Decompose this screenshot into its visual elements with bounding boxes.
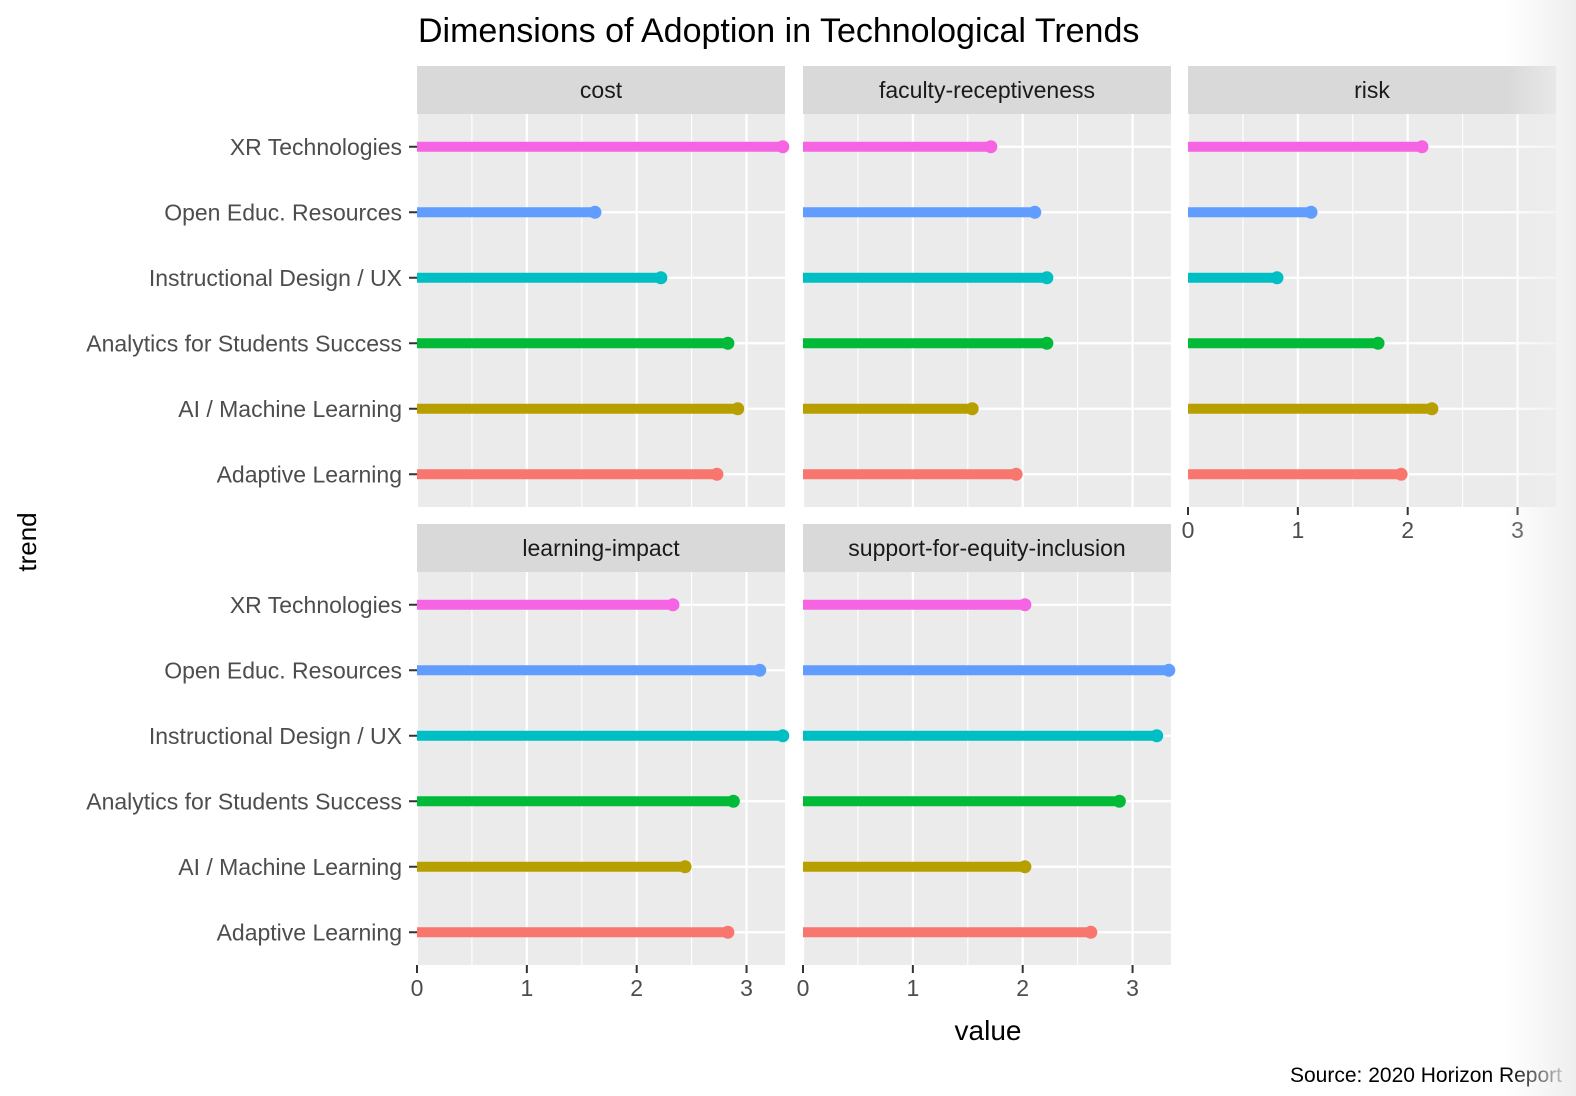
facet-strip	[1188, 66, 1556, 114]
chart-title: Dimensions of Adoption in Technological …	[418, 12, 1139, 50]
lollipop-point	[1162, 663, 1176, 677]
facet-strip-label: risk	[1354, 77, 1390, 103]
y-axis-title: trend	[12, 512, 42, 571]
chart-caption: Source: 2020 Horizon Report	[1290, 1064, 1562, 1087]
lollipop-point	[1009, 467, 1023, 481]
lollipop-point	[1150, 729, 1164, 743]
lollipop-point	[1040, 336, 1054, 350]
x-tick-label: 1	[906, 975, 919, 1001]
lollipop-point	[721, 925, 735, 939]
y-tick-label: Adaptive Learning	[217, 919, 402, 945]
x-tick-label: 2	[1401, 517, 1414, 543]
facet-panel-learning-impact: learning-impact Adaptive Learning AI / Mac…	[86, 524, 790, 1001]
lollipop-point	[1394, 467, 1408, 481]
facet-panels: cost Adaptive Learning AI / Machine Learni…	[86, 66, 1556, 1001]
y-tick-label: Analytics for Students Success	[86, 788, 402, 814]
y-tick-label: XR Technologies	[230, 592, 402, 618]
lollipop-point	[965, 402, 979, 416]
y-tick-label: Analytics for Students Success	[86, 330, 402, 356]
lollipop-point	[721, 336, 735, 350]
facet-panel-risk: risk0123	[1182, 66, 1556, 543]
y-tick-label: Instructional Design / UX	[149, 723, 402, 749]
lollipop-point	[776, 729, 790, 743]
x-tick-label: 3	[1126, 975, 1139, 1001]
facet-strip-label: support-for-equity-inclusion	[848, 535, 1125, 561]
facet-strip	[803, 524, 1171, 572]
facet-strip-label: faculty-receptiveness	[879, 77, 1095, 103]
lollipop-point	[726, 794, 740, 808]
x-tick-label: 1	[520, 975, 533, 1001]
lollipop-point	[776, 140, 790, 154]
y-tick-label: Instructional Design / UX	[149, 265, 402, 291]
facet-strip-label: learning-impact	[522, 535, 680, 561]
panel-background	[417, 114, 785, 507]
facet-strip	[417, 524, 785, 572]
x-tick-label: 0	[411, 975, 424, 1001]
lollipop-point	[1425, 402, 1439, 416]
lollipop-point	[710, 467, 724, 481]
lollipop-point	[654, 271, 668, 285]
panel-background	[1188, 114, 1556, 507]
lollipop-point	[1112, 794, 1126, 808]
y-tick-label: AI / Machine Learning	[178, 854, 402, 880]
lollipop-point	[1270, 271, 1284, 285]
panel-background	[803, 572, 1171, 965]
lollipop-point	[1371, 336, 1385, 350]
facet-panel-faculty-receptiveness: faculty-receptiveness	[801, 66, 1171, 507]
x-tick-label: 3	[740, 975, 753, 1001]
x-tick-label: 2	[630, 975, 643, 1001]
y-tick-label: Adaptive Learning	[217, 461, 402, 487]
lollipop-point	[1018, 860, 1032, 874]
lollipop-point	[1415, 140, 1429, 154]
panel-background	[803, 114, 1171, 507]
lollipop-point	[1040, 271, 1054, 285]
lollipop-point	[666, 598, 680, 612]
lollipop-point	[984, 140, 998, 154]
facet-panel-cost: cost Adaptive Learning AI / Machine Learni…	[86, 66, 790, 507]
facet-strip	[417, 66, 785, 114]
panel-background	[417, 572, 785, 965]
right-edge-shadow	[1506, 0, 1576, 1096]
lollipop-point	[1028, 205, 1042, 219]
lollipop-point	[731, 402, 745, 416]
x-tick-label: 2	[1016, 975, 1029, 1001]
y-tick-label: Open Educ. Resources	[164, 657, 402, 683]
lollipop-point	[1304, 205, 1318, 219]
x-tick-label: 0	[1182, 517, 1195, 543]
x-axis-title: value	[955, 1015, 1022, 1046]
x-tick-label: 1	[1291, 517, 1304, 543]
y-tick-label: XR Technologies	[230, 134, 402, 160]
y-tick-label: AI / Machine Learning	[178, 396, 402, 422]
facet-strip	[803, 66, 1171, 114]
facet-strip-label: cost	[580, 77, 623, 103]
x-tick-label: 0	[797, 975, 810, 1001]
lollipop-point	[678, 860, 692, 874]
lollipop-point	[588, 205, 602, 219]
lollipop-point	[753, 663, 767, 677]
y-tick-label: Open Educ. Resources	[164, 199, 402, 225]
lollipop-point	[1084, 925, 1098, 939]
lollipop-point	[1018, 598, 1032, 612]
facet-panel-support-for-equity-inclusion: support-for-equity-inclusion 0 1 2 3	[797, 524, 1176, 1001]
